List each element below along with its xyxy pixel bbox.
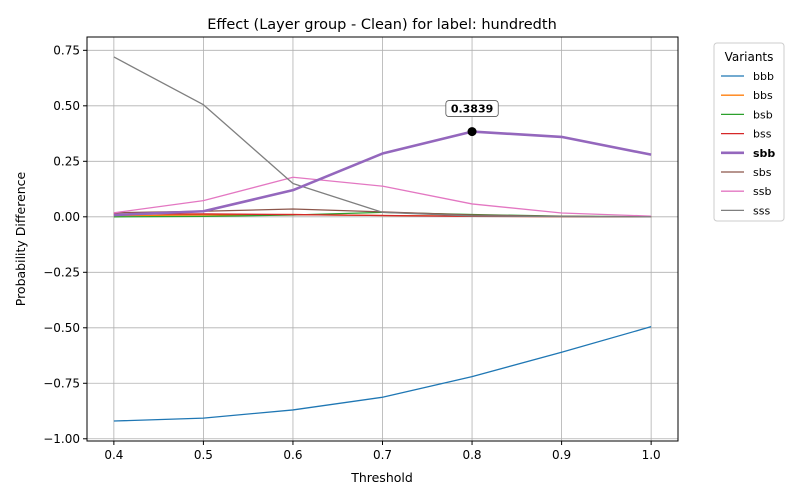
x-tick-label: 0.8 [462, 448, 481, 462]
chart-title: Effect (Layer group - Clean) for label: … [207, 17, 557, 33]
legend-label-sss: sss [753, 204, 770, 217]
y-tick-label: −0.50 [43, 321, 80, 335]
series-lines [113, 56, 652, 422]
annotation-box [445, 100, 499, 117]
annotation-marker [467, 127, 477, 137]
y-axis-ticks: −1.00 −0.75 −0.50 −0.25 0.00 0.25 0.50 0.75 [43, 43, 87, 446]
x-tick-label: 0.4 [104, 448, 123, 462]
series-line-sss [113, 56, 652, 218]
x-tick-label: 0.6 [283, 448, 302, 462]
y-tick-label: 0.00 [53, 210, 80, 224]
y-tick-label: 0.75 [53, 43, 80, 57]
y-tick-label: −0.75 [43, 376, 80, 390]
legend-frame [713, 42, 785, 222]
x-tick-label: 0.9 [552, 448, 571, 462]
x-axis-label: Threshold [350, 470, 413, 485]
x-axis-ticks: 0.4 0.5 0.6 0.7 0.8 0.9 1.0 [104, 441, 661, 462]
x-tick-label: 1.0 [642, 448, 661, 462]
y-tick-label: −0.25 [43, 265, 80, 279]
annotation-label: 0.3839 [451, 103, 493, 116]
y-tick-label: 0.25 [53, 154, 80, 168]
y-axis-label: Probability Difference [13, 171, 28, 306]
series-line-bbb [113, 326, 652, 422]
grid [87, 37, 678, 441]
legend-title: Variants [725, 50, 774, 64]
legend-label-sbs: sbs [753, 166, 772, 179]
legend-label-bbb: bbb [753, 70, 774, 83]
legend-label-sbb: sbb [753, 147, 775, 160]
legend-label-bsb: bsb [753, 108, 773, 121]
legend-items: bbb bbs bsb bss sbb sbs ssb sss [721, 70, 775, 217]
legend-label-bss: bss [753, 128, 772, 141]
legend[interactable]: Variants bbb bbs bsb bss sbb sbs ssb sss [713, 42, 785, 222]
y-tick-label: −1.00 [43, 432, 80, 446]
peak-annotation: 0.3839 [445, 100, 499, 137]
legend-label-bbs: bbs [753, 89, 773, 102]
x-tick-label: 0.7 [373, 448, 392, 462]
series-line-ssb [113, 176, 652, 217]
series-line-sbb [113, 130, 652, 217]
legend-label-ssb: ssb [753, 185, 771, 198]
y-tick-label: 0.50 [53, 99, 80, 113]
x-tick-label: 0.5 [194, 448, 213, 462]
